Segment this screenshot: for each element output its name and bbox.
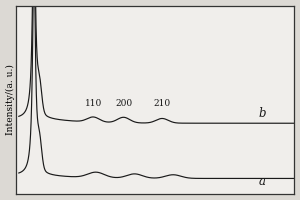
Y-axis label: Intensity/(a. u.): Intensity/(a. u.) bbox=[6, 65, 15, 135]
Text: 210: 210 bbox=[154, 99, 171, 108]
Text: a: a bbox=[259, 175, 266, 188]
Text: 110: 110 bbox=[85, 99, 102, 108]
Text: 200: 200 bbox=[115, 99, 132, 108]
Text: b: b bbox=[259, 107, 266, 120]
